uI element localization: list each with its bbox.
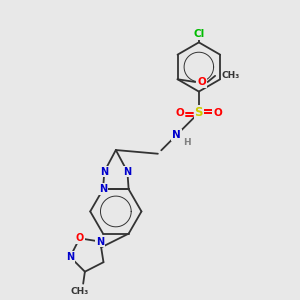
Text: N: N (100, 167, 108, 177)
Text: H: H (183, 138, 191, 147)
Text: O: O (176, 108, 184, 118)
Text: N: N (96, 237, 104, 247)
Text: CH₃: CH₃ (222, 71, 240, 80)
Text: O: O (76, 233, 84, 243)
Text: O: O (197, 77, 206, 87)
Text: N: N (99, 184, 107, 194)
Text: N: N (123, 167, 131, 177)
Text: CH₃: CH₃ (70, 287, 89, 296)
Text: S: S (195, 106, 203, 119)
Text: N: N (172, 130, 181, 140)
Text: Cl: Cl (193, 29, 205, 39)
Text: O: O (213, 108, 222, 118)
Text: N: N (66, 252, 74, 262)
